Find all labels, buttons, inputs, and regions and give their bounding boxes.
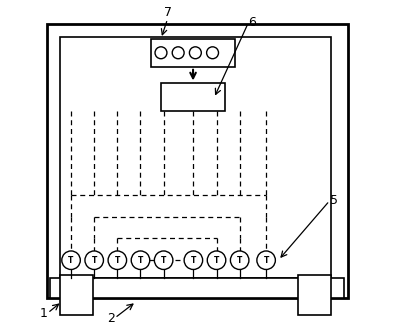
Circle shape <box>154 251 173 270</box>
Text: T: T <box>263 256 269 265</box>
Text: 1: 1 <box>40 307 48 320</box>
Bar <box>60 275 93 315</box>
Circle shape <box>131 251 150 270</box>
Bar <box>47 24 348 298</box>
Text: T: T <box>237 256 242 265</box>
Text: T: T <box>191 256 196 265</box>
Circle shape <box>207 47 219 59</box>
Circle shape <box>172 47 184 59</box>
Text: T: T <box>161 256 166 265</box>
Circle shape <box>155 47 167 59</box>
Bar <box>161 83 225 112</box>
Bar <box>60 37 331 279</box>
Circle shape <box>230 251 249 270</box>
Bar <box>298 275 331 315</box>
Bar <box>50 279 344 298</box>
Text: 2: 2 <box>107 311 115 325</box>
Circle shape <box>207 251 226 270</box>
Circle shape <box>184 251 203 270</box>
Text: 7: 7 <box>164 6 172 19</box>
Text: T: T <box>68 256 74 265</box>
Bar <box>151 39 235 67</box>
Text: 5: 5 <box>330 194 338 207</box>
Circle shape <box>108 251 127 270</box>
Text: T: T <box>138 256 143 265</box>
Text: T: T <box>214 256 219 265</box>
Circle shape <box>62 251 80 270</box>
Text: T: T <box>92 256 97 265</box>
Circle shape <box>257 251 275 270</box>
Text: T: T <box>115 256 120 265</box>
Circle shape <box>189 47 201 59</box>
Text: 6: 6 <box>249 16 256 29</box>
Circle shape <box>85 251 103 270</box>
